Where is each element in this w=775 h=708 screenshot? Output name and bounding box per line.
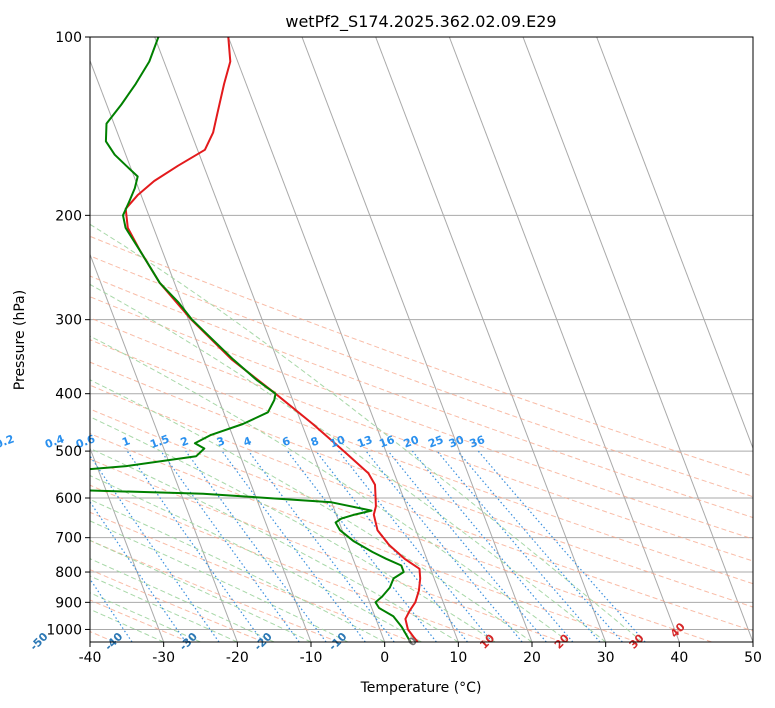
x-tick-label: 40 [670,650,688,666]
dry-adiabat-line [90,539,339,642]
dry-adiabat-line [90,484,488,642]
x-tick-label: -20 [226,650,249,666]
mixing-ratio-label: 25 [426,433,445,450]
mixing-ratio-label: 13 [355,433,374,450]
dry-adiabat-line [90,458,563,642]
y-axis-label: Pressure (hPa) [12,290,28,390]
dry-adiabat-line [90,317,753,562]
x-tick-label: 0 [380,650,389,666]
moist-adiabat-line [90,539,312,642]
mixing-ratio-line [436,450,601,642]
mixing-ratio-line [185,450,327,642]
mixing-ratio-label: 3 [215,434,227,449]
moist-adiabat-line [90,283,607,642]
dry-adiabat-line [90,511,414,642]
mixing-ratio-label: 1.5 [148,432,171,451]
dry-adiabat-line [90,569,264,642]
y-tick-label: 1000 [46,622,82,638]
mixing-ratio-label: 30 [447,433,466,451]
temperature-profile-line [124,37,422,642]
isotherm-line [154,37,386,642]
dry-adiabat-line [90,275,753,519]
y-tick-label: 400 [55,387,82,403]
y-tick-label: 600 [55,491,82,507]
dry-adiabat-line [90,361,753,608]
mixing-ratio-label: 4 [242,434,254,449]
y-tick-label: 200 [55,208,82,224]
plot-frame [89,36,754,643]
moist-adiabat-line [90,416,496,642]
dry-adiabat-line [90,255,753,498]
moist-adiabat-line [90,592,201,642]
mixing-ratio-line [90,454,220,642]
moist-adiabat-line [90,520,349,642]
mixing-ratio-label: 8 [309,434,321,449]
x-tick-label: -10 [300,650,323,666]
mixing-ratio-line [126,450,264,642]
moist-adiabat-line [90,223,643,642]
mixing-ratio-label: 2 [179,434,191,449]
dry-adiabat-line [90,339,753,585]
isotherm-line [301,37,533,642]
x-tick-label: 30 [597,650,615,666]
mixing-ratio-line [387,450,547,642]
y-tick-label: 500 [55,444,82,460]
mixing-ratio-line [365,450,523,642]
y-tick-label: 300 [55,313,82,329]
moist-adiabat-line [90,447,459,642]
mixing-ratio-line [411,450,574,642]
line-labels: 0.10.20.40.611.52346810131620253036-100-… [0,432,688,653]
mixing-ratio-label: 20 [402,433,421,451]
mixing-ratio-label: 16 [378,433,397,451]
chart-title: wetPf2_S174.2025.362.02.09.E29 [285,12,556,32]
x-axis: -40 -30 -20 -10 0 10 20 30 40 50 [79,642,762,666]
x-tick-label: -40 [79,650,102,666]
mixing-ratio-line [477,450,646,642]
mixing-ratio-label: 0.2 [0,432,16,451]
isotherm-line [90,446,165,642]
isotherm-line [448,37,680,642]
moist-adiabat-line [90,379,533,642]
y-axis: 100 200 300 400 500 600 700 800 900 1000 [46,30,90,638]
mixing-ratio-label: 36 [468,433,487,451]
isotherm-line [375,37,607,642]
mixing-ratio-label: 10 [328,433,347,451]
series-group [90,37,422,642]
x-tick-label: -30 [152,650,175,666]
mixing-ratio-line [160,450,300,642]
isotherm-line [522,37,753,642]
mixing-ratio-line [338,450,493,642]
dry-adiabat-line [90,235,753,477]
x-tick-label: 10 [449,650,467,666]
x-axis-label: Temperature (°C) [360,680,482,696]
y-tick-label: 100 [55,30,82,46]
mixing-ratio-label: 0.4 [43,432,66,451]
y-tick-label: 900 [55,595,82,611]
dry-adiabat-label: 40 [668,620,688,640]
mixing-ratio-line [221,450,366,642]
dewpoint-profile-line [90,37,412,642]
background-lines [90,37,753,642]
dry-adiabat-line [90,384,753,632]
mixing-ratio-line [90,577,133,642]
isotherm-line [90,253,238,642]
mixing-ratio-label: 6 [280,434,292,449]
mixing-ratio-line [315,450,468,642]
dry-adiabat-line [90,599,189,642]
moist-adiabat-line [90,498,385,642]
dry-adiabat-line [90,296,753,540]
y-tick-label: 800 [55,565,82,581]
isotherm-line [596,37,753,450]
y-tick-label: 700 [55,531,82,547]
mixing-ratio-label: 0.6 [74,432,97,451]
mixing-ratio-label: 1 [120,434,132,449]
x-tick-label: 20 [523,650,541,666]
x-tick-label: 50 [744,650,762,666]
mixing-ratio-line [90,500,187,642]
isotherm-line [227,37,459,642]
